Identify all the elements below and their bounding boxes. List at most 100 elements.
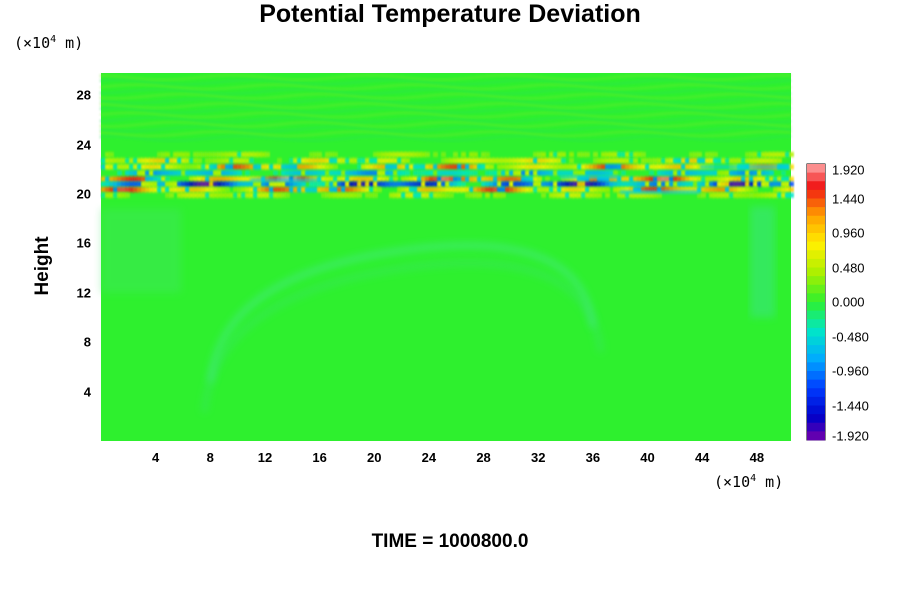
field-cell — [789, 192, 794, 198]
field-cell — [461, 152, 466, 158]
field-cell — [681, 181, 686, 187]
field-cell — [205, 158, 210, 164]
field-cell — [469, 164, 474, 170]
field-cell — [209, 187, 214, 193]
field-cell — [693, 164, 698, 170]
field-cell — [465, 170, 470, 176]
field-cell — [425, 192, 430, 198]
field-cell — [597, 170, 602, 176]
field-cell — [541, 187, 546, 193]
field-cell — [657, 192, 662, 198]
field-cell — [489, 187, 494, 193]
field-cell — [109, 176, 114, 182]
field-cell — [557, 170, 562, 176]
field-cell — [537, 176, 542, 182]
field-cell — [177, 192, 182, 198]
field-cell — [313, 187, 318, 193]
field-cell — [453, 176, 458, 182]
colorbar-label: 0.000 — [832, 294, 865, 310]
field-cell — [509, 158, 514, 164]
field-cell — [321, 187, 326, 193]
colorbar-label: 1.920 — [832, 162, 865, 178]
field-cell — [621, 187, 626, 193]
field-cell — [593, 158, 598, 164]
field-cell — [657, 181, 662, 187]
field-cell — [125, 170, 130, 176]
field-cell — [289, 187, 294, 193]
field-cell — [321, 158, 326, 164]
field-cell — [409, 192, 414, 198]
field-cell — [657, 187, 662, 193]
field-cell — [537, 181, 542, 187]
field-cell — [329, 164, 334, 170]
field-cell — [221, 170, 226, 176]
field-cell — [377, 187, 382, 193]
field-cell — [101, 208, 181, 293]
field-cell — [545, 164, 550, 170]
field-cell — [501, 181, 506, 187]
field-cell — [569, 176, 574, 182]
field-cell — [253, 164, 258, 170]
field-cell — [469, 192, 474, 198]
field-cell — [769, 158, 774, 164]
field-cell — [177, 187, 182, 193]
field-cell — [225, 164, 230, 170]
field-cell — [485, 170, 490, 176]
field-cell — [549, 187, 554, 193]
field-cell — [365, 192, 370, 198]
field-cell — [517, 164, 522, 170]
field-cell — [453, 164, 458, 170]
field-cell — [101, 187, 106, 193]
field-cell — [425, 181, 430, 187]
field-cell — [625, 176, 630, 182]
field-cell — [205, 192, 210, 198]
field-cell — [149, 181, 154, 187]
field-cell — [385, 152, 390, 158]
field-cell — [129, 187, 134, 193]
field-cell — [381, 152, 386, 158]
field-cell — [613, 158, 618, 164]
field-cell — [201, 164, 206, 170]
field-cell — [165, 176, 170, 182]
field-cell — [341, 170, 346, 176]
field-cell — [765, 176, 770, 182]
field-cell — [101, 181, 106, 187]
field-cell — [701, 192, 706, 198]
field-cell — [141, 181, 146, 187]
field-cell — [721, 181, 726, 187]
field-cell — [397, 187, 402, 193]
field-cell — [633, 187, 638, 193]
field-cell — [333, 176, 338, 182]
field-cell — [457, 181, 462, 187]
field-cell — [401, 192, 406, 198]
field-cell — [221, 181, 226, 187]
field-cell — [261, 181, 266, 187]
x-tick-label: 24 — [421, 450, 437, 465]
field-cell — [177, 164, 182, 170]
field-cell — [445, 192, 450, 198]
field-cell — [237, 170, 242, 176]
field-cell — [705, 181, 710, 187]
field-cell — [653, 192, 658, 198]
field-cell — [693, 158, 698, 164]
field-cell — [661, 164, 666, 170]
field-cell — [209, 158, 214, 164]
field-contour — [100, 130, 792, 137]
field-cell — [345, 192, 350, 198]
field-cell — [765, 158, 770, 164]
field-cell — [581, 176, 586, 182]
field-cell — [593, 152, 598, 158]
field-cell — [269, 164, 274, 170]
field-cell — [441, 164, 446, 170]
field-cell — [205, 152, 210, 158]
field-cell — [689, 170, 694, 176]
field-cell — [261, 164, 266, 170]
field-cell — [561, 187, 566, 193]
field-cell — [333, 158, 338, 164]
field-cell — [717, 181, 722, 187]
field-cell — [657, 158, 662, 164]
field-cell — [125, 181, 130, 187]
field-cell — [713, 158, 718, 164]
field-cell — [565, 181, 570, 187]
field-cell — [113, 158, 118, 164]
